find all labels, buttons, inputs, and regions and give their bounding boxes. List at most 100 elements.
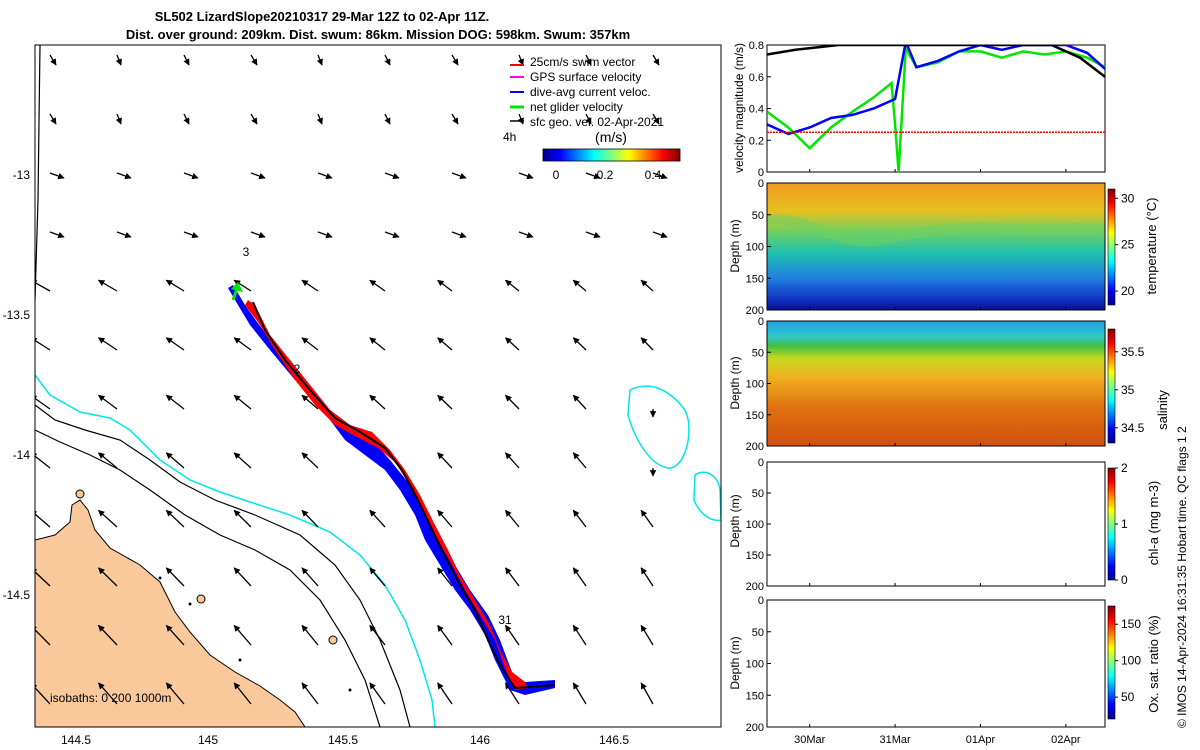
depth-axis-ticks: 0501001502000501001502000501001502000501… — [746, 178, 771, 734]
velocity-arrow — [572, 509, 587, 528]
velocity-arrow — [652, 113, 660, 125]
oxygen-frame — [766, 599, 1106, 728]
velocity-arrow — [233, 567, 252, 587]
velocity-arrow — [301, 682, 319, 705]
depth-tick: 200 — [746, 581, 764, 593]
oxygen-panel: Depth (m) Ox. sat. ratio (%) — [728, 599, 1161, 728]
depth-tick: 0 — [758, 595, 764, 607]
velocity-arrow — [572, 279, 587, 292]
temperature-heatmap — [767, 183, 1105, 310]
velocity-arrow — [250, 54, 258, 66]
velocity-arrow — [49, 172, 65, 180]
velocity-arrow — [233, 624, 252, 646]
velocity-arrow — [572, 394, 587, 410]
map-content: 3 2 1 31 — [35, 45, 721, 727]
island — [196, 594, 206, 604]
surface-velocity-arrows — [35, 54, 668, 705]
velocity-arrow — [437, 624, 453, 646]
colorbar-tick: 50 — [1121, 690, 1135, 704]
legend-entry: dive-avg current veloc. — [530, 85, 651, 99]
velocity-arrow — [233, 452, 252, 469]
legend-entry: net glider velocity — [530, 100, 623, 114]
velocity-arrow — [97, 509, 118, 528]
velocity-y-tick: 0 — [758, 167, 764, 179]
velocity-arrow — [505, 337, 520, 351]
chla-colorbar — [1107, 467, 1116, 581]
velocity-series-line — [767, 45, 1105, 136]
time-tick: 30Mar — [794, 734, 826, 746]
legend-entry: GPS surface velocity — [530, 70, 641, 84]
map-colorbar-label: (m/s) — [595, 129, 627, 145]
velocity-arrow — [183, 54, 190, 66]
velocity-arrow — [585, 54, 592, 66]
velocity-arrow — [97, 337, 118, 351]
depth-tick: 50 — [752, 210, 764, 222]
temperature-panel: Depth (m) temperature (°C) — [728, 182, 1159, 311]
velocity-y-tick: 0.6 — [749, 72, 764, 84]
colorbar-tick: 2 — [1121, 461, 1128, 475]
depth-tick: 150 — [746, 690, 764, 702]
velocity-arrow — [97, 452, 118, 469]
velocity-arrow — [301, 452, 319, 469]
isobath-1000m-north — [35, 45, 41, 301]
depth-tick: 200 — [746, 441, 764, 453]
depth-tick: 50 — [752, 488, 764, 500]
velocity-ylabel: velocity magnitude (m/s) — [732, 43, 746, 173]
velocity-arrow — [572, 337, 587, 351]
velocity-arrow — [183, 231, 199, 239]
velocity-arrow — [35, 279, 51, 292]
salinity-colorbar — [1107, 328, 1116, 444]
day-label: 31 — [498, 613, 512, 627]
velocity-arrow — [437, 567, 453, 587]
velocity-arrow — [517, 113, 524, 125]
colorbar-tick: 150 — [1121, 617, 1141, 631]
colorbar-tick: 34.5 — [1121, 421, 1145, 435]
map-colorbar-tick: 0.4 — [645, 168, 662, 182]
oxygen-colorbar — [1107, 605, 1116, 720]
velocity-arrow — [451, 113, 459, 125]
time-tick: 01Apr — [966, 734, 996, 746]
velocity-arrow — [301, 337, 319, 351]
velocity-arrow — [301, 624, 319, 646]
velocity-arrow — [233, 337, 252, 351]
depth-tick: 50 — [752, 627, 764, 639]
velocity-arrow — [35, 337, 51, 351]
map-x-tick: 146.5 — [599, 733, 629, 747]
chla-panel: Depth (m) chl-a (mg m-3) — [728, 461, 1161, 587]
depth-tick: 150 — [746, 273, 764, 285]
velocity-arrow — [97, 567, 118, 587]
reef — [238, 658, 242, 662]
velocity-arrow — [116, 172, 132, 180]
velocity-arrow — [572, 567, 587, 587]
velocity-arrow — [652, 172, 668, 180]
velocity-arrow — [640, 337, 654, 351]
eddy-contour — [627, 385, 690, 469]
velocity-arrow — [384, 54, 391, 66]
velocity-arrow — [250, 113, 258, 125]
map-legend: 25cm/s swim vector GPS surface velocity … — [503, 55, 681, 182]
map-y-ticks: -13 -13.5 -14 -14.5 — [3, 168, 31, 602]
velocity-arrow — [369, 394, 386, 410]
day-label: 1 — [410, 485, 417, 499]
velocity-arrow — [183, 113, 190, 125]
velocity-arrow — [49, 113, 57, 125]
velocity-y-tick: 0.4 — [749, 104, 764, 116]
isobath-200m — [35, 374, 436, 727]
temperature-front — [766, 214, 1106, 247]
velocity-arrow — [165, 279, 185, 292]
velocity-arrow — [384, 231, 400, 239]
velocity-arrow — [640, 279, 654, 292]
velocity-arrow — [115, 113, 122, 125]
salinity-colorbar-label: salinity — [1155, 390, 1170, 430]
depth-tick: 200 — [746, 305, 764, 317]
velocity-arrow — [585, 231, 601, 239]
salinity-ylabel: Depth (m) — [728, 356, 742, 409]
island — [75, 489, 85, 499]
velocity-arrow — [369, 682, 386, 705]
velocity-arrow — [49, 231, 65, 239]
velocity-arrow — [165, 337, 185, 351]
depth-tick: 100 — [746, 242, 764, 254]
colorbar-tick: 35.5 — [1121, 345, 1145, 359]
depth-tick: 200 — [746, 722, 764, 734]
map-y-tick: -14.5 — [3, 588, 31, 602]
